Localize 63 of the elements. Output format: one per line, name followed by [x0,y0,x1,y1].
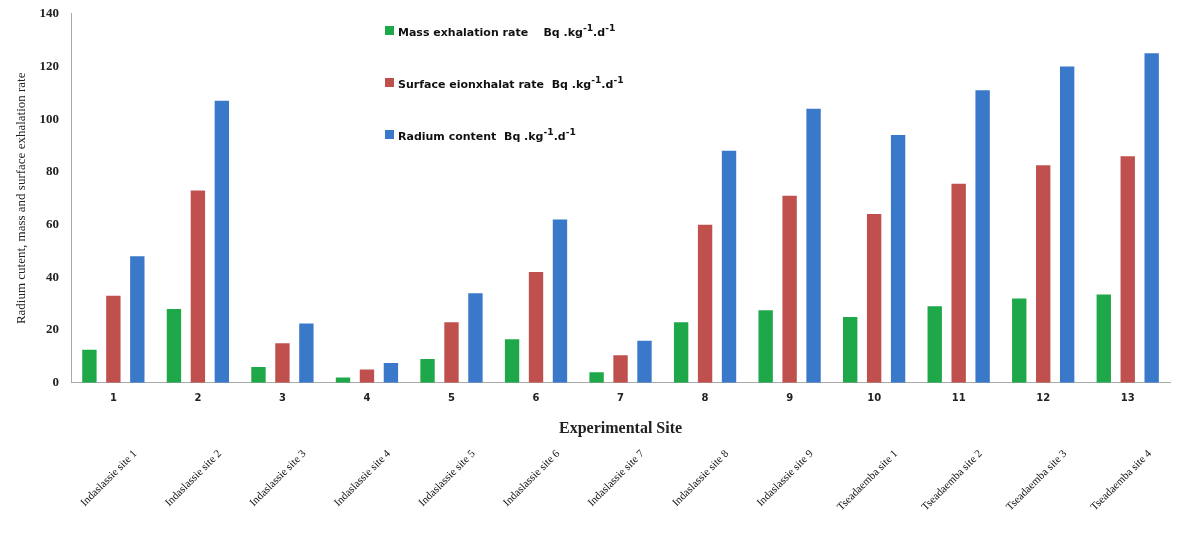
bar [673,322,689,383]
bar [975,90,990,383]
x-tick-label: 10 [867,392,882,404]
x-tick-label: 2 [194,392,202,404]
bar [613,355,628,383]
bar [806,108,821,383]
bar [589,372,604,383]
y-tick-label: 40 [46,268,60,284]
x-tick-label: 1 [109,392,117,404]
y-tick-label: 60 [46,216,60,232]
bar [214,100,230,383]
x-tick-label: 8 [701,392,709,404]
y-tick-label: 80 [46,163,60,179]
bar [637,340,652,383]
bar [843,316,858,383]
bar [1120,156,1135,383]
bar [468,293,483,383]
y-tick-label: 20 [46,321,60,337]
x-tick-label: 3 [278,392,286,404]
bar [190,190,206,383]
bar [721,150,737,383]
bar [782,195,797,383]
bar [697,224,713,383]
x-tick-label: 5 [448,392,455,404]
bar [866,214,882,383]
bar [504,339,520,383]
bar [951,183,966,383]
legend-label: Radium content Bq .kg$^{-1}$.d$^{-1}$ [398,125,576,143]
bar [420,359,435,383]
x-axis-title: Experimental Site [559,418,683,437]
y-tick-label: 0 [52,374,60,390]
y-tick-label: 140 [39,5,60,21]
bar [251,366,266,383]
bar [275,343,290,383]
x-tick-label: 11 [951,392,966,404]
bar [106,295,121,383]
x-tick-label: 6 [532,392,540,404]
bar [299,323,314,383]
bar [1096,294,1111,383]
bar [1036,165,1051,383]
y-axis-title: Radium cutent, mass and surface exhalation rate [13,72,29,325]
x-tick-label: 4 [363,392,371,404]
bar [444,322,459,383]
bar [890,135,906,383]
x-tick-label: 12 [1036,392,1051,404]
y-tick-label: 100 [39,110,60,126]
bar [166,309,182,383]
bar [552,219,568,383]
bar [383,363,399,383]
bar [758,310,773,383]
bar [1012,298,1027,383]
x-tick-label: 9 [786,392,794,404]
bar [528,272,544,383]
legend-label: Surface eionxhalat rate Bq .kg$^{-1}$.d$^{-1}$ [398,73,624,91]
legend-label: Mass exhalation rate Bq .kg$^{-1}$.d$^{-1}$ [398,21,616,39]
bar [82,349,97,383]
bar [130,256,145,383]
x-tick-label: 7 [617,392,625,404]
bar [1144,53,1159,383]
y-tick-label: 120 [39,57,60,73]
bar [1059,66,1075,383]
bar [927,306,942,383]
x-tick-label: 13 [1120,392,1135,404]
